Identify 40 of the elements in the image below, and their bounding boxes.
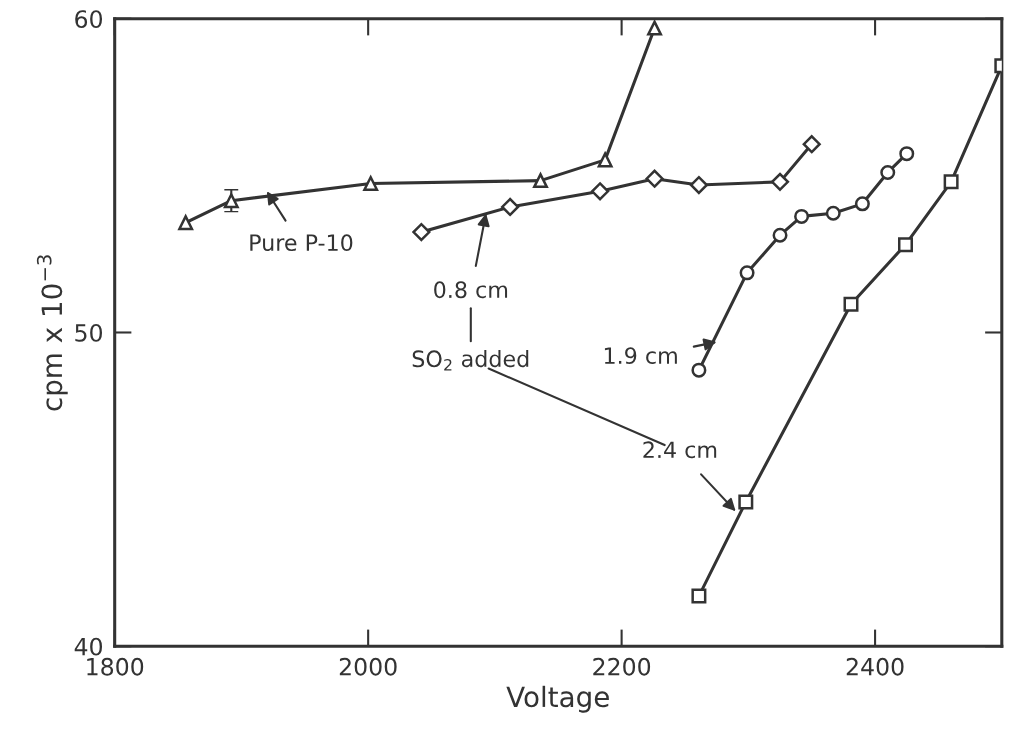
point bbox=[691, 362, 707, 378]
point bbox=[647, 20, 663, 36]
point bbox=[738, 494, 754, 510]
point bbox=[802, 135, 821, 154]
point bbox=[178, 215, 194, 231]
point bbox=[597, 152, 613, 168]
point bbox=[691, 588, 707, 604]
point bbox=[223, 193, 239, 209]
point bbox=[689, 175, 709, 195]
point bbox=[897, 237, 913, 253]
x-tick-label: 1800 bbox=[87, 657, 144, 676]
point bbox=[794, 208, 810, 224]
point bbox=[854, 196, 870, 212]
point bbox=[412, 222, 431, 242]
annotation: 1.9 cm bbox=[604, 347, 677, 365]
x-tick-label: 2000 bbox=[339, 657, 397, 676]
point bbox=[825, 205, 841, 221]
point bbox=[843, 296, 859, 312]
point bbox=[772, 227, 788, 243]
y-tick-label: 40 bbox=[74, 637, 103, 656]
x-axis-title: Voltage bbox=[506, 685, 609, 713]
point bbox=[533, 173, 549, 189]
annotation: 0.8 cm bbox=[434, 281, 508, 299]
point bbox=[363, 175, 379, 191]
annotation: 2.4 cm bbox=[643, 441, 717, 459]
x-tick-label: 2200 bbox=[593, 657, 651, 676]
point bbox=[943, 174, 959, 190]
annotation: Pure P-10 bbox=[250, 234, 353, 252]
point bbox=[770, 172, 790, 191]
point bbox=[899, 146, 915, 162]
y-axis-title: cpm x 10$^{−3}$ bbox=[36, 255, 68, 411]
point bbox=[739, 265, 755, 281]
point bbox=[590, 182, 610, 201]
annotation: SO$_{2}$ added bbox=[412, 349, 529, 371]
point bbox=[500, 197, 520, 217]
y-tick-label: 60 bbox=[75, 10, 103, 29]
point bbox=[645, 169, 664, 188]
point bbox=[880, 164, 896, 180]
y-tick-label: 50 bbox=[75, 323, 103, 342]
x-tick-label: 2400 bbox=[846, 657, 904, 676]
